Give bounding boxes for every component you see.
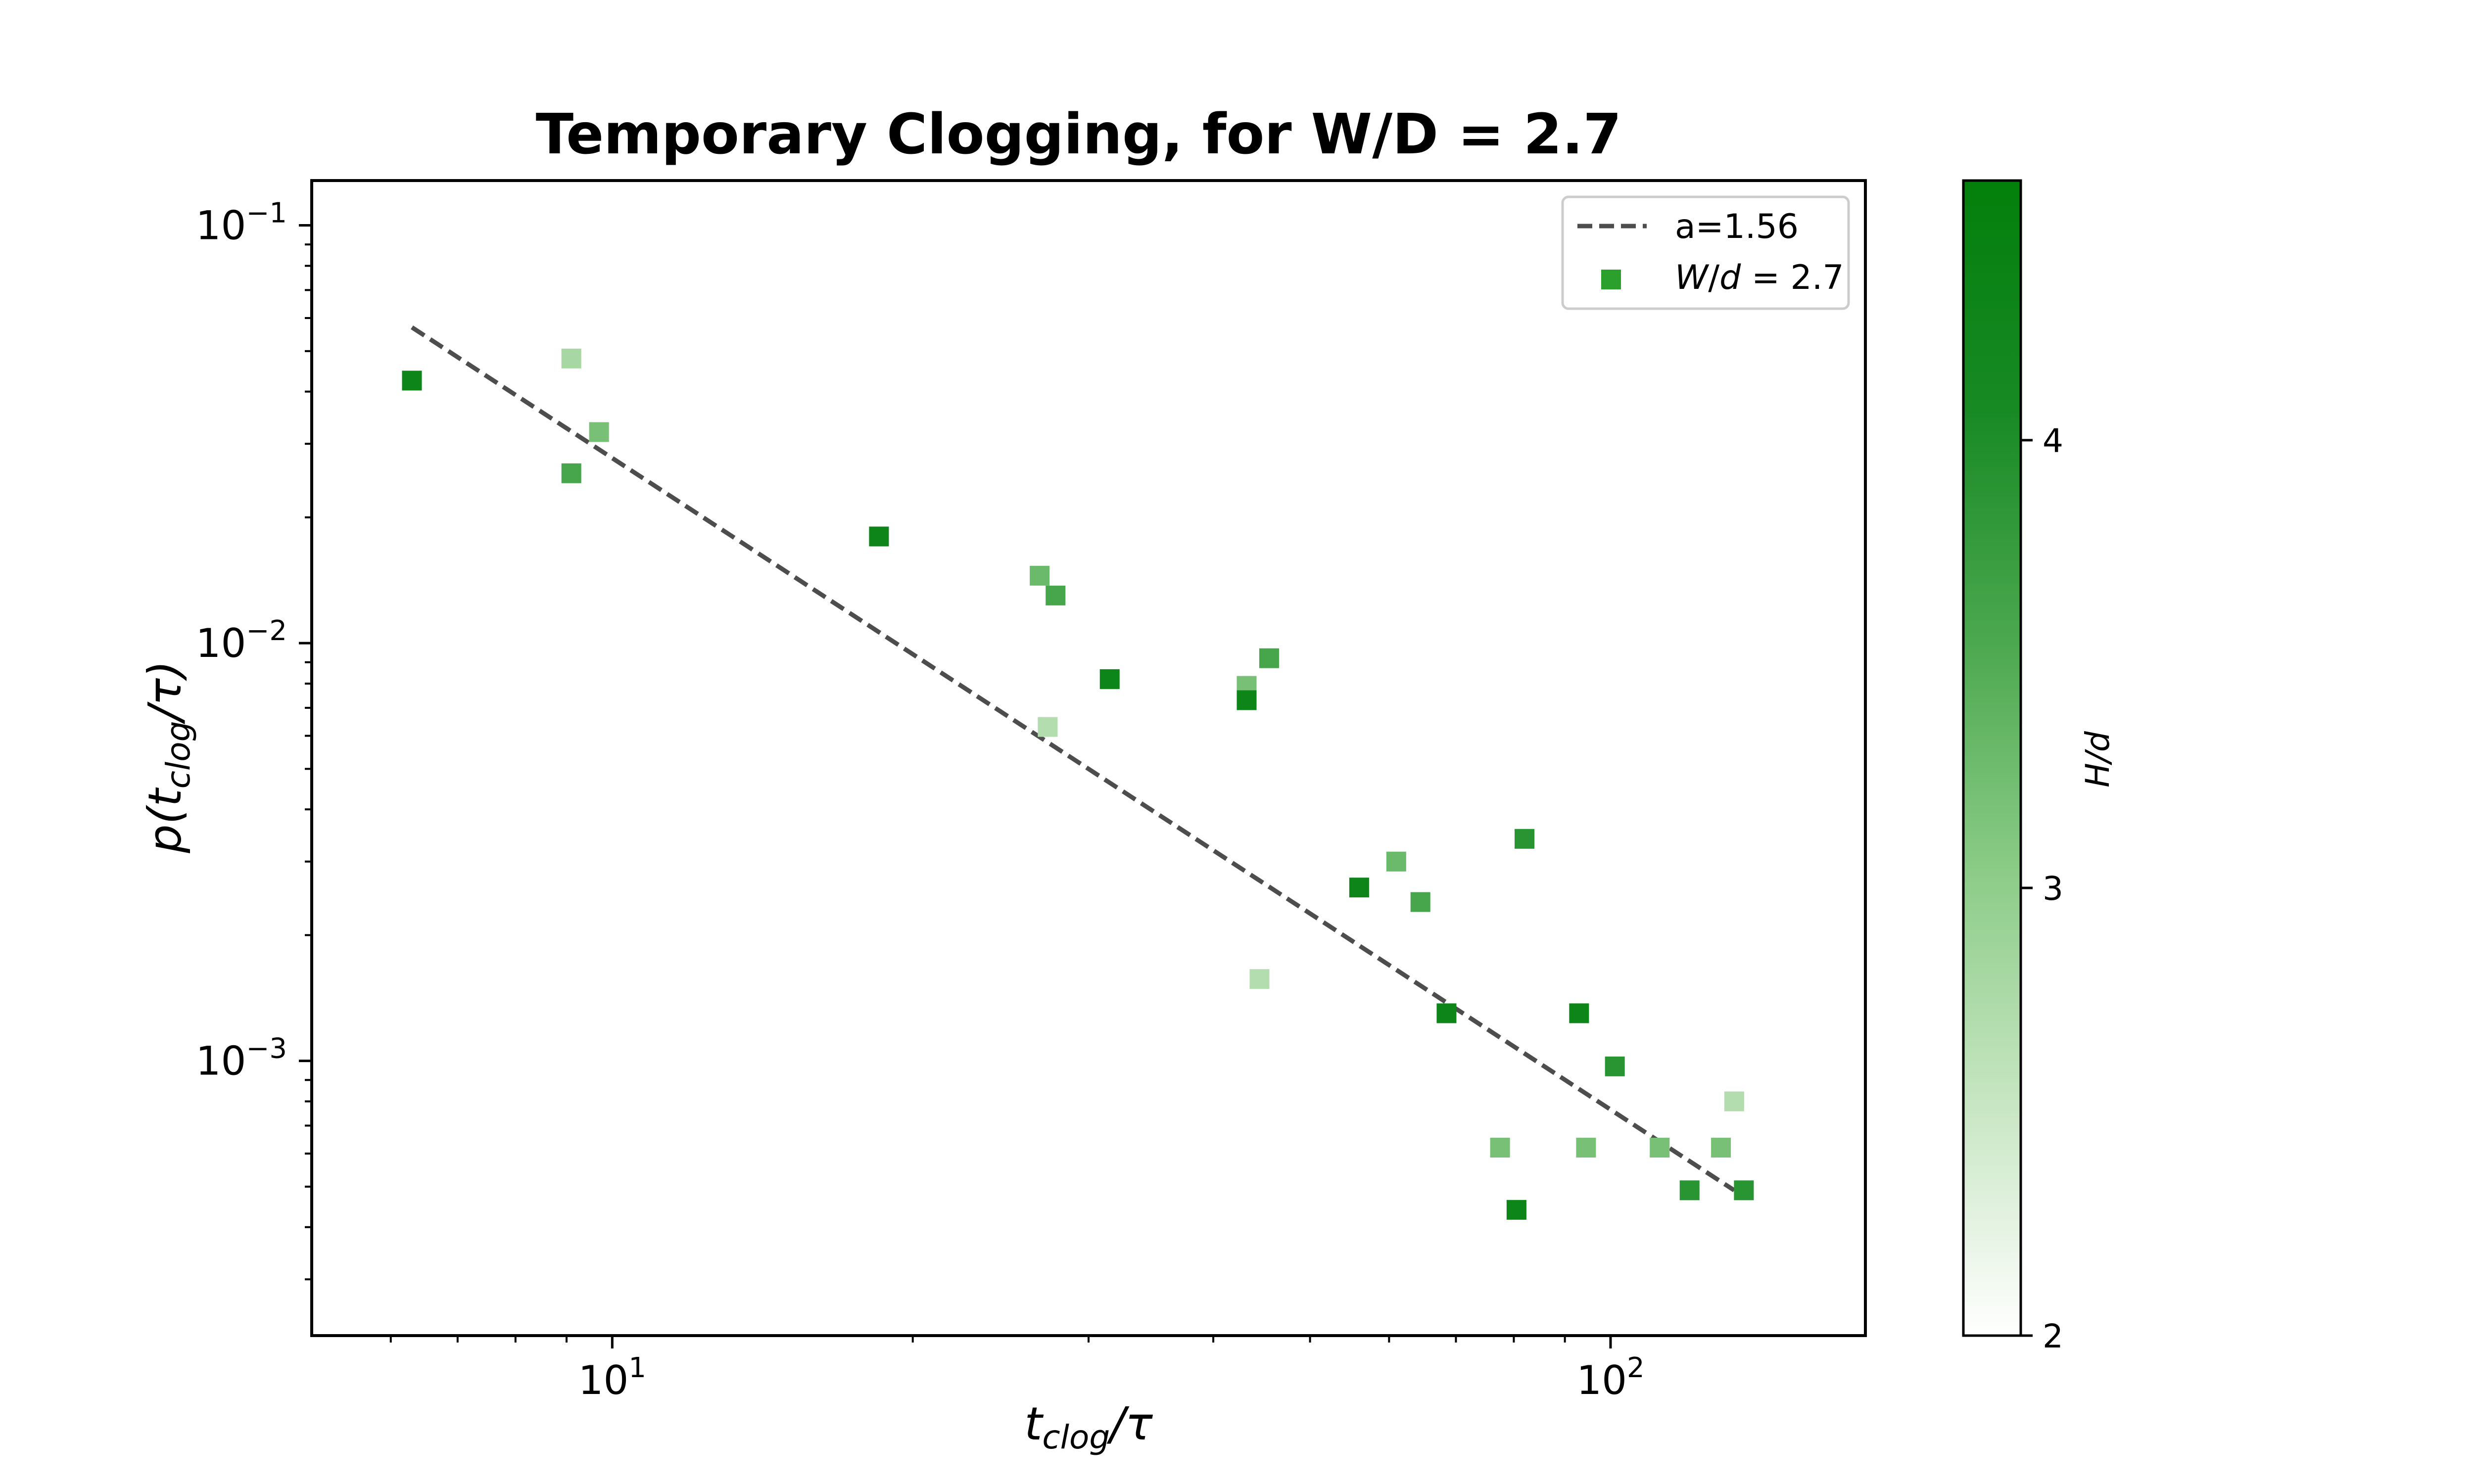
data-point [869,526,889,547]
chart-title: Temporary Clogging, for W/D = 2.7 [536,102,1622,167]
x-tick-label: 101 [578,1352,646,1403]
legend-fit-label: a=1.56 [1675,207,1799,246]
data-point [1046,585,1066,605]
plot-frame [310,179,1867,1337]
data-point [1099,669,1120,689]
x-axis-label: tclog/τ [1024,1397,1153,1456]
fit-line [411,325,1736,1193]
legend-series-marker [1601,270,1621,289]
data-point [1410,892,1430,912]
data-point [561,463,581,483]
colorbar: 2 3 4 H/d [1962,179,2117,1355]
data-point [1605,1056,1625,1076]
data-point [1506,1200,1526,1220]
y-axis-ticks: 10−1 10−2 10−3 [196,197,312,1281]
data-point [1237,690,1257,710]
data-point [1030,565,1050,586]
fit-line-layer [411,325,1736,1193]
x-axis-ticks: 101 102 [389,1336,1645,1403]
y-axis-label: p(tclog/τ) [139,660,197,854]
data-point [1569,1003,1589,1023]
x-tick-label: 102 [1576,1352,1644,1403]
plot-area: 101 102 10−1 10−2 10−3 [196,179,1867,1403]
data-point [1038,717,1058,737]
data-point [1386,851,1406,872]
colorbar-tick-label: 2 [2043,1317,2063,1355]
legend-series-label: W/d = 2.7 [1675,258,1844,297]
legend: a=1.56 W/d = 2.7 [1561,195,1850,310]
y-tick-label: 10−2 [196,615,287,666]
data-point [561,348,581,369]
data-point [1259,648,1279,668]
data-point [1249,969,1270,989]
data-point [1650,1137,1670,1158]
data-point [1724,1091,1744,1112]
data-point [1436,1003,1457,1023]
data-point [1576,1137,1596,1158]
y-tick-label: 10−1 [196,197,287,249]
data-point [1349,878,1369,898]
colorbar-label: H/d [2079,731,2117,788]
data-point [589,422,609,442]
data-point [1679,1180,1700,1201]
data-point [1711,1137,1731,1158]
data-points [402,348,1754,1220]
colorbar-tick-label: 3 [2043,870,2063,908]
y-tick-label: 10−3 [196,1033,287,1084]
data-point [1734,1180,1754,1201]
data-point [1515,829,1535,849]
colorbar-ticks: 2 3 4 [2021,422,2063,1355]
data-point [1490,1137,1510,1158]
colorbar-gradient [1962,179,2022,1337]
colorbar-tick-label: 4 [2043,422,2063,460]
data-point [402,371,422,391]
